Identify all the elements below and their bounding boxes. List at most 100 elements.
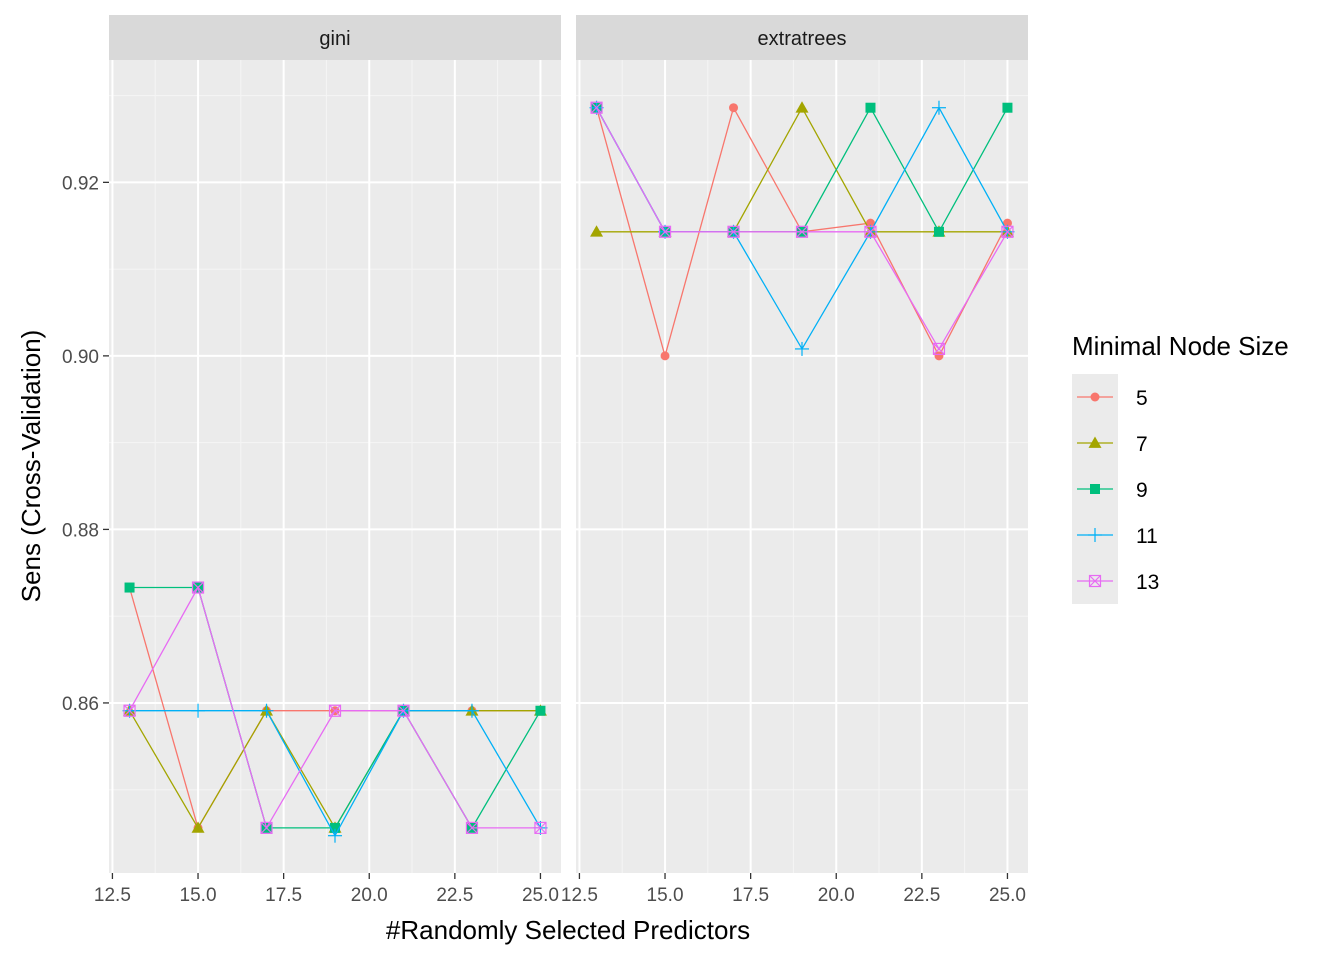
y-tick-label: 0.88 [62, 520, 99, 541]
y-tick-label: 0.90 [62, 347, 99, 368]
marker-square-outline [328, 704, 342, 717]
data-point-13 [260, 821, 273, 834]
marker-square-outline [534, 821, 547, 834]
data-point-5 [1002, 218, 1012, 228]
series-13 [123, 581, 547, 834]
marker-cross-b [123, 704, 136, 717]
data-point-5 [865, 218, 875, 228]
x-tick-label: 20.0 [351, 885, 388, 906]
legend-key-5: 5 [1077, 387, 1148, 410]
marker-cross-b [590, 101, 603, 114]
legend: Minimal Node Size 5 7 9 11 13 [1072, 331, 1289, 604]
x-tick-label: 12.5 [561, 885, 598, 906]
marker-cross-b [659, 225, 671, 238]
marker-cross-b [329, 704, 341, 717]
data-point-5 [729, 103, 739, 113]
data-point-5 [934, 351, 944, 361]
data-point-13 [1001, 225, 1014, 238]
marker-square-outline [260, 821, 273, 834]
legend-label-9: 9 [1136, 479, 1148, 502]
facet-strip-extratrees: extratrees [576, 15, 1028, 60]
data-point-13 [123, 704, 136, 717]
data-point-7 [191, 821, 205, 833]
x-tick-label: 12.5 [94, 885, 131, 906]
data-point-13 [465, 821, 479, 834]
data-point-13 [191, 581, 205, 594]
data-point-13 [328, 704, 342, 717]
legend-key-13: 13 [1077, 571, 1159, 594]
legend-key-marker [1088, 574, 1102, 588]
marker-square-outline [397, 704, 410, 717]
gridlines [576, 60, 1028, 873]
x-tick-label: 15.0 [647, 885, 684, 906]
data-point-7 [795, 101, 809, 113]
panel-gini [109, 60, 561, 873]
data-point-13 [795, 225, 809, 238]
legend-key-marker [1090, 484, 1100, 494]
marker-square-outline [727, 225, 740, 238]
marker-cross-b [796, 225, 808, 238]
data-point-13 [932, 342, 946, 356]
marker-square-outline [864, 225, 877, 238]
marker-square-outline [123, 704, 136, 717]
marker-square-outline [658, 225, 672, 238]
marker-cross-b [933, 343, 945, 355]
marker-cross-b [192, 581, 204, 594]
strip-background [576, 15, 1028, 60]
data-point-13 [658, 225, 672, 238]
marker-cross-b [727, 225, 740, 238]
data-point-9 [330, 822, 340, 833]
legend-keys: 5 7 9 11 13 [1077, 387, 1159, 594]
data-point-11 [191, 703, 206, 718]
x-tick-label: 22.5 [436, 885, 473, 906]
marker-cross-b [1089, 575, 1101, 587]
marker-square-outline [1088, 574, 1102, 588]
y-axis-title: Sens (Cross-Validation) [16, 330, 46, 603]
facet-label-gini: gini [319, 28, 350, 50]
facet-strip-gini: gini [109, 15, 561, 60]
marker-square-outline [932, 342, 946, 356]
legend-key-marker [1088, 436, 1102, 448]
data-point-13 [864, 225, 877, 238]
marker-square-outline [1001, 225, 1014, 238]
legend-label-5: 5 [1136, 387, 1148, 410]
data-point-9 [865, 102, 876, 113]
data-point-9 [535, 705, 546, 716]
y-tick-label: 0.92 [62, 173, 99, 194]
data-point-11 [259, 703, 274, 718]
series-11 [122, 703, 548, 843]
x-tick-label: 25.0 [989, 885, 1026, 906]
data-point-13 [727, 225, 740, 238]
data-point-9 [124, 582, 135, 593]
data-point-13 [590, 101, 603, 114]
data-point-9 [1002, 102, 1013, 113]
marker-square-outline [465, 821, 479, 834]
panel-background [109, 60, 561, 873]
series-13 [590, 101, 1014, 356]
data-point-11 [931, 100, 946, 115]
data-point-5 [660, 351, 670, 361]
x-tick-label: 15.0 [180, 885, 217, 906]
data-point-13 [397, 704, 410, 717]
legend-label-11: 11 [1136, 525, 1158, 548]
legend-title: Minimal Node Size [1072, 331, 1289, 361]
marker-cross-b [1001, 225, 1014, 238]
y-axis: 0.86 0.88 0.90 0.92 [62, 173, 109, 715]
x-tick-label: 22.5 [903, 885, 940, 906]
marker-square-outline [191, 581, 205, 594]
legend-key-marker [1090, 392, 1100, 402]
marker-cross-b [534, 821, 547, 834]
data-point-9 [933, 226, 944, 237]
legend-label-13: 13 [1136, 571, 1159, 594]
x-axis-extratrees: 12.5 15.0 17.5 20.0 22.5 25.0 [561, 873, 1026, 906]
marker-square-outline [590, 101, 603, 114]
strip-background [109, 15, 561, 60]
x-axis-gini: 12.5 15.0 17.5 20.0 22.5 25.0 [94, 873, 559, 906]
y-tick-label: 0.86 [62, 694, 99, 715]
legend-key-marker [1088, 528, 1102, 542]
data-point-13 [534, 821, 547, 834]
legend-key-11: 11 [1077, 525, 1158, 548]
x-axis-title: #Randomly Selected Predictors [386, 915, 750, 945]
x-tick-label: 17.5 [265, 885, 302, 906]
